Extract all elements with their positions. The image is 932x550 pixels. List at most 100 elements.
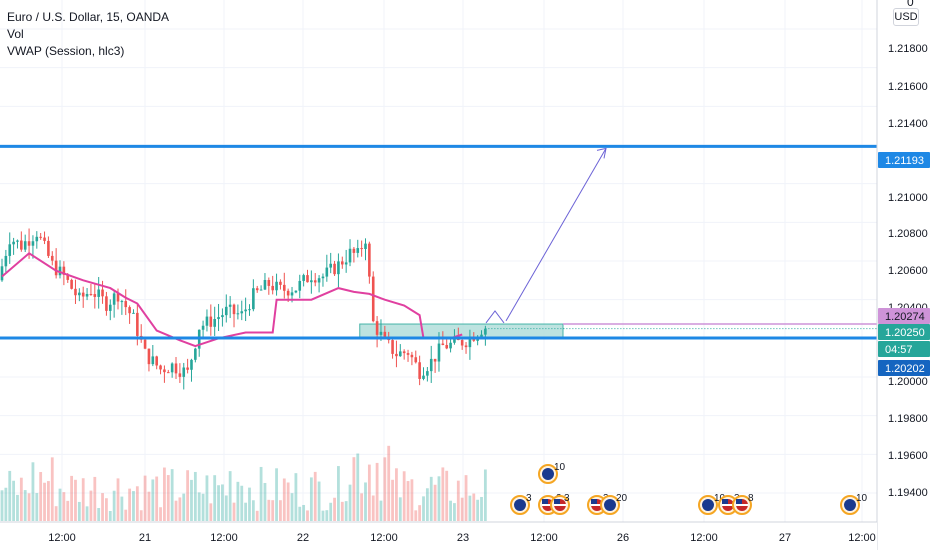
candle-body — [78, 292, 81, 296]
volume-bar — [309, 477, 313, 521]
chart-grid — [0, 0, 877, 522]
volume-bar — [205, 475, 209, 521]
candle-body — [395, 353, 398, 357]
candle-body — [333, 263, 336, 275]
vwap-line — [1, 252, 463, 348]
volume-bar — [255, 510, 259, 521]
candle-body — [263, 279, 267, 290]
horizontal-levels[interactable] — [0, 144, 877, 340]
volume-bar — [151, 479, 155, 521]
candle-body — [209, 316, 213, 327]
volume-bar — [290, 493, 294, 521]
price-tag-box — [878, 341, 930, 357]
volume-bar — [182, 493, 186, 521]
projection-pivot — [485, 310, 505, 324]
candle-body — [340, 261, 344, 265]
volume-bar — [193, 471, 197, 521]
event-marker[interactable]: 3 — [510, 493, 532, 515]
projection-arrow[interactable] — [485, 147, 607, 324]
candle-body — [105, 296, 108, 311]
candle-body — [441, 343, 445, 345]
volume-bar — [16, 494, 19, 521]
volume-bar — [54, 506, 58, 521]
us-flag-stripe — [591, 504, 603, 506]
volume-bar — [337, 466, 340, 521]
candle-body — [194, 348, 197, 360]
volume-bar — [85, 506, 89, 521]
candle-body — [43, 237, 46, 241]
candle-body — [464, 345, 468, 348]
legend-symbol[interactable]: Euro / U.S. Dollar, 15, OANDA — [7, 10, 170, 24]
event-marker[interactable]: 8 — [732, 493, 754, 515]
volume-bar — [217, 485, 220, 521]
event-marker[interactable]: 3 — [550, 493, 570, 515]
price-tick-label: 1.19800 — [888, 413, 928, 425]
event-marker[interactable]: 10 — [840, 493, 868, 515]
volume-bar — [418, 505, 422, 521]
volume-bar — [186, 470, 190, 521]
event-count-label: 10 — [714, 493, 726, 504]
time-tick-label: 12:00 — [530, 532, 558, 544]
time-tick-label: 12:00 — [690, 532, 718, 544]
event-count-label: 3 — [564, 493, 570, 504]
chart-legend: Euro / U.S. Dollar, 15, OANDA Vol VWAP (… — [7, 9, 169, 60]
candle-body — [174, 363, 178, 374]
volume-bar — [402, 471, 406, 521]
candle-body — [4, 255, 8, 267]
volume-bar — [77, 501, 81, 521]
candle-body — [205, 316, 209, 326]
candle-body — [383, 331, 387, 337]
projection-line[interactable] — [505, 148, 607, 322]
vwap-series-line — [1, 252, 463, 348]
eu-flag-icon — [702, 499, 714, 511]
economic-events[interactable]: 10323320103810 — [510, 462, 868, 515]
price-tick-label: 1.20800 — [888, 228, 928, 240]
currency-button[interactable]: USD — [893, 8, 919, 26]
candle-body — [484, 328, 487, 335]
candle-body — [306, 275, 309, 283]
volume-bar — [170, 469, 174, 521]
candle-body — [329, 263, 332, 268]
volume-bar — [135, 486, 139, 521]
candles — [0, 228, 487, 390]
volume-bar — [251, 500, 255, 521]
volume-bar — [190, 479, 193, 521]
volume-bar — [232, 502, 236, 521]
event-marker[interactable]: 10 — [698, 493, 726, 515]
volume-bar — [120, 496, 124, 521]
volume-bar — [391, 479, 394, 521]
candle-body — [85, 293, 89, 297]
candle-body — [101, 289, 104, 297]
volume-bar — [143, 475, 147, 521]
candle-body — [217, 317, 220, 320]
volume-bar — [213, 475, 217, 521]
legend-vwap[interactable]: VWAP (Session, hlc3) — [7, 44, 125, 58]
candle-body — [317, 278, 321, 283]
candle-body — [159, 365, 162, 370]
legend-volume[interactable]: Vol — [7, 27, 24, 41]
rectangle-zone[interactable] — [359, 323, 564, 339]
price-tick-label: 1.21400 — [888, 118, 928, 130]
volume-bar — [93, 476, 97, 521]
candle-body — [310, 280, 313, 283]
volume-bar — [108, 510, 112, 521]
candle-body — [298, 280, 302, 291]
candle-body — [112, 293, 116, 305]
candle-body — [166, 372, 170, 374]
event-count-label: 10 — [856, 493, 868, 504]
candle-body — [453, 337, 456, 343]
volume-bar — [139, 510, 143, 521]
event-marker[interactable]: 10 — [538, 462, 566, 484]
volume-bar — [395, 468, 398, 521]
volume-bar — [101, 493, 104, 521]
candle-body — [58, 266, 62, 276]
volume-bar — [406, 481, 410, 521]
candle-body — [155, 356, 158, 366]
candle-body — [66, 274, 70, 280]
candle-body — [89, 293, 93, 295]
candle-body — [445, 344, 449, 349]
event-marker[interactable]: 20 — [600, 493, 628, 515]
drawing-zone[interactable] — [359, 323, 564, 339]
